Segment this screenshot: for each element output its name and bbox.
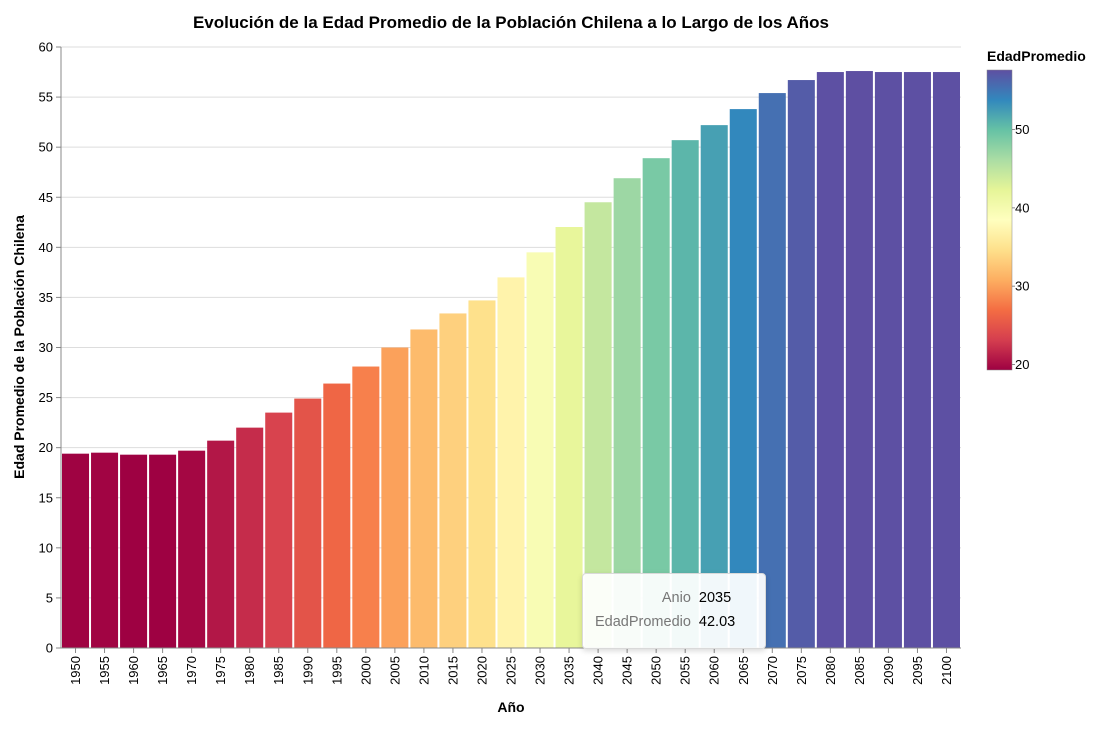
bar xyxy=(671,140,699,648)
bar xyxy=(526,252,554,648)
x-axis-title: Año xyxy=(497,699,524,715)
x-tick-label: 1955 xyxy=(97,656,112,685)
x-tick-label: 1975 xyxy=(213,656,228,685)
bar xyxy=(903,72,931,648)
legend-tick-label: 30 xyxy=(1015,279,1029,294)
x-tick-label: 1995 xyxy=(329,656,344,685)
x-tick-label: 1970 xyxy=(184,656,199,685)
x-tick-label: 2100 xyxy=(939,656,954,685)
y-tick-label: 45 xyxy=(39,190,53,205)
x-tick-label: 2045 xyxy=(620,656,635,685)
x-tick-label: 2080 xyxy=(823,656,838,685)
color-legend: EdadPromedio 20 30 40 50 xyxy=(986,48,1086,372)
bar xyxy=(265,412,293,648)
x-tick-label: 1960 xyxy=(126,656,141,685)
x-tick-label: 2085 xyxy=(852,656,867,685)
tooltip-value: 42.03 xyxy=(698,614,736,630)
bar xyxy=(816,72,844,648)
bar xyxy=(236,427,264,648)
bar xyxy=(120,454,148,648)
y-tick-label: 60 xyxy=(39,40,53,55)
x-tick-label: 2075 xyxy=(794,656,809,685)
bar xyxy=(91,452,119,648)
y-tick-label: 35 xyxy=(39,290,53,305)
bar xyxy=(468,300,496,648)
x-tick-label: 2065 xyxy=(736,656,751,685)
y-tick-label: 10 xyxy=(39,540,53,555)
bar xyxy=(787,80,815,649)
x-tick-label: 2025 xyxy=(504,656,519,685)
x-tick-label: 2055 xyxy=(678,656,693,685)
bar xyxy=(62,453,90,648)
legend-tick-label: 40 xyxy=(1015,200,1029,215)
y-tick-label: 30 xyxy=(39,340,53,355)
x-tick-label: 2095 xyxy=(910,656,925,685)
bar xyxy=(700,125,728,648)
y-tick-label: 25 xyxy=(39,390,53,405)
x-tick-label: 1985 xyxy=(271,656,286,685)
bar xyxy=(758,93,786,649)
x-tick-label: 2090 xyxy=(881,656,896,685)
tooltip-value: 2035 xyxy=(698,590,732,606)
chart-title: Evolución de la Edad Promedio de la Pobl… xyxy=(193,13,829,32)
x-tick-label: 2005 xyxy=(387,656,402,685)
legend-tick-label: 50 xyxy=(1015,122,1029,137)
x-tick-label: 2070 xyxy=(765,656,780,685)
y-tick-label: 0 xyxy=(46,641,53,656)
x-tick-label: 2040 xyxy=(591,656,606,685)
bars xyxy=(62,71,960,649)
y-axis-title: Edad Promedio de la Población Chilena xyxy=(11,215,27,479)
tooltip-table: Anio 2035 EdadPromedio 42.03 xyxy=(593,586,737,634)
x-tick-label: 2030 xyxy=(533,656,548,685)
x-tick-label: 1980 xyxy=(242,656,257,685)
tooltip-row-edad: EdadPromedio 42.03 xyxy=(593,610,737,634)
tooltip-key: EdadPromedio xyxy=(595,614,691,630)
x-tick-label: 2020 xyxy=(474,656,489,685)
x-tick-label: 2010 xyxy=(416,656,431,685)
x-tick-label: 1965 xyxy=(155,656,170,685)
bar xyxy=(294,398,322,648)
bar xyxy=(729,109,757,648)
tooltip-key: Anio xyxy=(661,590,691,606)
x-tick-label: 2060 xyxy=(707,656,722,685)
x-tick-label: 2050 xyxy=(649,656,664,685)
legend-title: EdadPromedio xyxy=(987,48,1086,64)
y-tick-label: 55 xyxy=(39,90,53,105)
bar xyxy=(932,72,960,648)
bar xyxy=(613,178,641,649)
x-tick-label: 1990 xyxy=(300,656,315,685)
x-tick-label: 2000 xyxy=(358,656,373,685)
bar xyxy=(497,277,525,648)
bar xyxy=(439,313,467,648)
bar xyxy=(352,366,380,648)
bar xyxy=(178,450,206,648)
legend-tick-label: 20 xyxy=(1015,357,1029,372)
bar xyxy=(149,454,177,648)
bar xyxy=(555,226,583,648)
y-tick-label: 20 xyxy=(39,440,53,455)
bar xyxy=(323,383,351,648)
legend-gradient xyxy=(986,69,1013,371)
bar xyxy=(845,71,873,649)
x-tick-label: 1950 xyxy=(68,656,83,685)
tooltip-row-anio: Anio 2035 xyxy=(593,586,737,610)
y-tick-label: 40 xyxy=(39,240,53,255)
bar xyxy=(410,329,438,648)
y-tick-label: 15 xyxy=(39,490,53,505)
x-tick-label: 2035 xyxy=(562,656,577,685)
x-tick-label: 2015 xyxy=(445,656,460,685)
y-tick-label: 5 xyxy=(46,590,53,605)
tooltip: Anio 2035 EdadPromedio 42.03 xyxy=(582,573,766,649)
bar xyxy=(207,440,235,648)
bar xyxy=(874,72,902,648)
bar xyxy=(642,158,670,648)
bar xyxy=(381,347,409,648)
y-tick-label: 50 xyxy=(39,140,53,155)
